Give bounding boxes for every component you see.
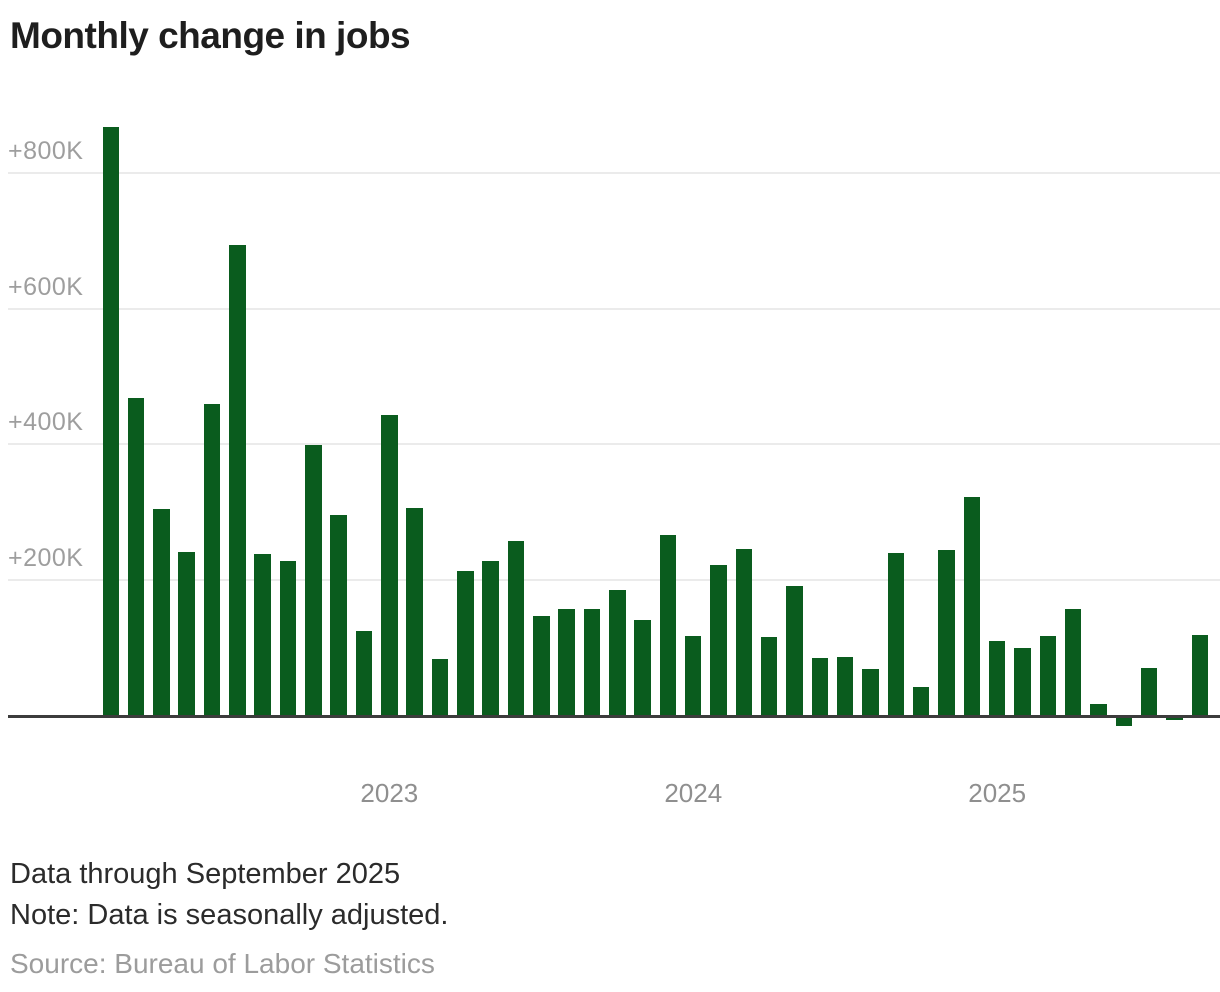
bar[interactable]: [558, 609, 575, 716]
gridline-+400K: [8, 443, 1220, 446]
bar[interactable]: [1166, 716, 1183, 721]
bar[interactable]: [279, 561, 297, 716]
bar[interactable]: [887, 553, 905, 716]
bar[interactable]: [431, 658, 449, 716]
y-axis-tick-label: +200K: [8, 544, 84, 573]
bar[interactable]: [178, 551, 195, 716]
y-axis-tick-label: +600K: [8, 272, 84, 301]
bar[interactable]: [988, 641, 1006, 716]
bar[interactable]: [381, 415, 398, 716]
bar[interactable]: [1014, 648, 1031, 716]
bar[interactable]: [684, 635, 702, 716]
bar[interactable]: [533, 615, 550, 716]
footer-note: Note: Data is seasonally adjusted.: [10, 899, 449, 931]
bar[interactable]: [355, 631, 373, 716]
bar[interactable]: [254, 553, 271, 716]
gridline-+200K: [8, 579, 1220, 582]
bar[interactable]: [659, 534, 677, 716]
bar[interactable]: [609, 590, 626, 716]
x-axis-year-label: 2023: [360, 778, 419, 808]
y-axis-tick-label: +400K: [8, 408, 84, 437]
chart-title: Monthly change in jobs: [10, 15, 411, 56]
bar[interactable]: [153, 508, 170, 716]
bar[interactable]: [305, 445, 322, 716]
bar[interactable]: [634, 620, 651, 716]
x-axis-zero-line: [8, 714, 1220, 718]
x-axis-year-label: 2025: [968, 778, 1027, 808]
x-axis-year-label: 2024: [664, 778, 723, 808]
bar[interactable]: [507, 540, 525, 716]
bar-chart-plot-area: +200K +400K +600K +800K 2023 2024 2025: [8, 127, 1220, 808]
bar[interactable]: [938, 550, 955, 716]
bar[interactable]: [127, 397, 145, 716]
bar[interactable]: [735, 548, 753, 716]
bar[interactable]: [1064, 609, 1082, 716]
bar[interactable]: [482, 561, 499, 716]
bar[interactable]: [1039, 635, 1057, 716]
footer-data-through: Data through September 2025: [10, 858, 401, 890]
gridline-+600K: [8, 307, 1220, 310]
bar[interactable]: [710, 565, 727, 716]
bar[interactable]: [203, 403, 221, 716]
bar[interactable]: [1191, 635, 1209, 716]
bar[interactable]: [457, 570, 474, 716]
bar[interactable]: [912, 686, 930, 716]
footer-source: Source: Bureau of Labor Statistics: [10, 948, 435, 979]
bar[interactable]: [1140, 667, 1158, 716]
bar[interactable]: [330, 515, 347, 716]
bar[interactable]: [583, 609, 601, 716]
bar[interactable]: [229, 244, 246, 716]
bar[interactable]: [102, 127, 119, 716]
bar[interactable]: [862, 669, 879, 716]
bar[interactable]: [1115, 716, 1133, 726]
bar[interactable]: [406, 508, 423, 716]
bar[interactable]: [760, 636, 778, 716]
bar[interactable]: [1090, 703, 1107, 716]
bar[interactable]: [836, 656, 854, 716]
gridline-+800K: [8, 171, 1220, 174]
bar[interactable]: [811, 658, 829, 716]
bar[interactable]: [963, 497, 981, 716]
bar[interactable]: [786, 585, 803, 716]
y-axis-tick-label: +800K: [8, 136, 84, 165]
